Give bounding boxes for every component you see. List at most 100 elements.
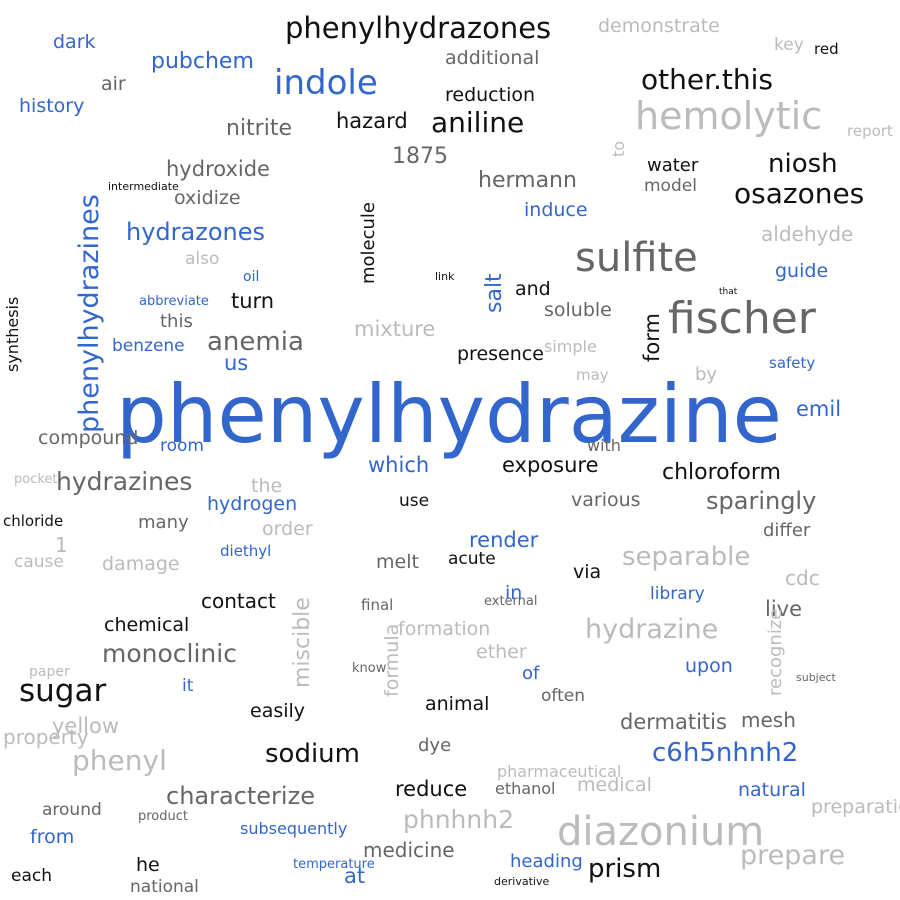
word-salt: salt xyxy=(482,273,507,313)
word-each: each xyxy=(11,866,52,886)
word-1875: 1875 xyxy=(392,144,448,169)
word-he: he xyxy=(136,854,160,876)
word-fischer: fischer xyxy=(668,293,816,344)
word-red: red xyxy=(814,40,839,58)
word-heading: heading xyxy=(510,851,583,872)
word-formation: formation xyxy=(398,618,491,640)
word-from: from xyxy=(30,826,75,848)
word-preparation: preparation xyxy=(811,796,900,818)
word-form: form xyxy=(640,313,664,362)
word-dye: dye xyxy=(418,735,452,756)
word-property: property xyxy=(3,725,89,749)
word-phenylhydrazine: phenylhydrazine xyxy=(116,368,782,461)
word-abbreviate: abbreviate xyxy=(139,294,209,309)
word-other-this: other.this xyxy=(641,63,774,96)
word-mesh: mesh xyxy=(741,708,796,732)
word-medical: medical xyxy=(577,774,652,796)
word-molecule: molecule xyxy=(358,201,379,284)
word-aldehyde: aldehyde xyxy=(761,222,854,246)
word-the: the xyxy=(251,475,283,497)
word-induce: induce xyxy=(524,199,588,221)
word-room: room xyxy=(160,436,204,456)
word-pharmaceutical: pharmaceutical xyxy=(497,762,622,781)
word-chloroform: chloroform xyxy=(662,460,781,485)
word-hydroxide: hydroxide xyxy=(166,157,270,181)
word-safety: safety xyxy=(769,354,816,372)
word-water: water xyxy=(647,155,699,176)
word-often: often xyxy=(541,686,585,706)
word-subsequently: subsequently xyxy=(240,819,348,838)
word-and: and xyxy=(515,278,551,300)
word-hazard: hazard xyxy=(336,109,408,133)
word-sodium: sodium xyxy=(265,739,360,769)
word-mixture: mixture xyxy=(354,317,436,341)
word-upon: upon xyxy=(685,655,733,677)
word-indole: indole xyxy=(274,63,378,103)
word-chemical: chemical xyxy=(104,614,190,636)
word-us: us xyxy=(224,351,249,375)
word-characterize: characterize xyxy=(166,782,315,810)
word-oil: oil xyxy=(243,269,260,285)
word-dark: dark xyxy=(53,31,96,53)
word-subject: subject xyxy=(796,671,836,684)
word-at: at xyxy=(344,864,366,888)
word-that: that xyxy=(719,287,738,297)
word-render: render xyxy=(469,528,539,552)
word-external: external xyxy=(484,594,538,609)
word-simple: simple xyxy=(544,337,597,356)
word-diazonium: diazonium xyxy=(557,809,765,855)
word-in: in xyxy=(505,582,523,604)
word-demonstrate: demonstrate xyxy=(598,15,720,37)
word-turn: turn xyxy=(231,289,275,313)
word-miscible: miscible xyxy=(290,597,315,688)
word-national: national xyxy=(130,877,199,897)
word-many: many xyxy=(138,512,189,533)
word-derivative: derivative xyxy=(494,875,550,888)
word-medicine: medicine xyxy=(363,838,455,862)
word-history: history xyxy=(19,95,85,117)
word-know: know xyxy=(352,661,387,676)
word-air: air xyxy=(101,73,126,95)
word-exposure: exposure xyxy=(502,453,599,477)
word-nitrite: nitrite xyxy=(226,116,292,141)
word-niosh: niosh xyxy=(768,149,838,179)
word-anemia: anemia xyxy=(207,327,304,357)
word-yellow: yellow xyxy=(52,714,120,738)
word-cdc: cdc xyxy=(785,566,820,590)
word-reduce: reduce xyxy=(395,777,468,801)
word-additional: additional xyxy=(445,47,540,69)
word-via: via xyxy=(573,561,602,583)
word-ether: ether xyxy=(476,641,527,663)
word-use: use xyxy=(399,491,430,511)
word-presence: presence xyxy=(457,343,544,365)
word-pubchem: pubchem xyxy=(151,49,254,74)
word-compound: compound xyxy=(38,427,139,449)
word-phenylhydrazines: phenylhydrazines xyxy=(74,194,105,433)
word-hydrogen: hydrogen xyxy=(207,493,298,515)
word-natural: natural xyxy=(738,779,806,801)
word-oxidize: oxidize xyxy=(174,187,241,209)
word-osazones: osazones xyxy=(734,177,865,210)
word-aniline: aniline xyxy=(431,106,525,139)
word-acute: acute xyxy=(448,549,496,569)
word-hydrazine: hydrazine xyxy=(585,614,719,645)
word-reduction: reduction xyxy=(445,84,536,106)
word-chloride: chloride xyxy=(3,512,64,530)
word-easily: easily xyxy=(250,700,306,722)
word-report: report xyxy=(847,122,893,140)
word-hermann: hermann xyxy=(478,168,577,193)
word-of: of xyxy=(522,663,540,684)
word-soluble: soluble xyxy=(544,299,612,321)
word-paper: paper xyxy=(29,664,70,680)
word-sparingly: sparingly xyxy=(706,487,817,515)
word-hemolytic: hemolytic xyxy=(635,94,823,138)
word-around: around xyxy=(42,800,102,820)
word-monoclinic: monoclinic xyxy=(102,639,237,668)
word-1: 1 xyxy=(55,533,68,557)
word-diethyl: diethyl xyxy=(220,542,272,560)
word-this: this xyxy=(160,311,193,332)
word-by: by xyxy=(695,364,718,385)
word-dermatitis: dermatitis xyxy=(620,710,727,734)
word-link: link xyxy=(435,270,455,283)
